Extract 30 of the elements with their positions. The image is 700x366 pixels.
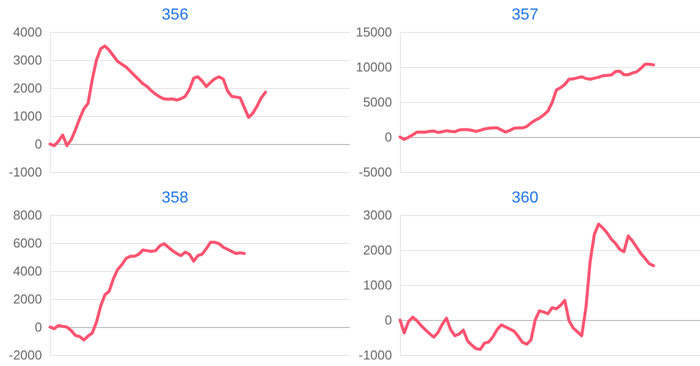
y-tick-label: 2000 [13, 80, 42, 96]
chart-title: 356 [162, 6, 188, 24]
y-tick-label: 0 [384, 130, 392, 144]
y-tick-label: 10000 [356, 60, 392, 74]
y-tick-label: -2000 [8, 348, 42, 362]
y-tick-label: 0 [34, 320, 42, 334]
y-tick-label: 6000 [13, 236, 42, 250]
y-tick-label: 4000 [13, 24, 42, 40]
y-tick-label: -1000 [358, 348, 392, 362]
y-tick-label: 3000 [363, 208, 392, 222]
chart-title: 358 [162, 190, 188, 206]
y-tick-label: 4000 [13, 264, 42, 278]
chart-title: 360 [512, 190, 538, 206]
y-tick-label: -5000 [358, 164, 392, 180]
line-series [398, 62, 656, 141]
y-tick-label: 0 [34, 136, 42, 152]
chart-title: 357 [512, 6, 538, 24]
line-series [398, 222, 656, 351]
y-tick-label: 1000 [363, 278, 392, 292]
y-tick-label: 5000 [363, 94, 392, 110]
y-tick-label: 2000 [363, 242, 392, 258]
y-tick-label: 8000 [13, 208, 42, 222]
y-tick-label: 0 [384, 312, 392, 328]
y-tick-label: 1000 [13, 108, 42, 124]
line-series [48, 44, 267, 148]
y-tick-label: 3000 [13, 52, 42, 68]
y-tick-label: 15000 [356, 24, 392, 40]
line-series [48, 240, 246, 342]
y-tick-label: 2000 [13, 292, 42, 306]
y-tick-label: -1000 [8, 164, 42, 180]
